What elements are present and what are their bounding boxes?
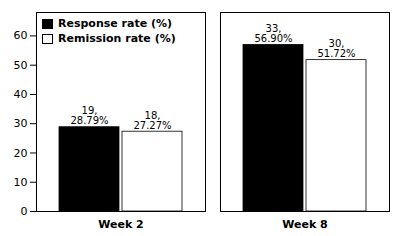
svg-text:30: 30 — [14, 117, 28, 130]
svg-text:30,51.72%: 30,51.72% — [317, 38, 355, 59]
svg-text:19,28.79%: 19,28.79% — [70, 105, 108, 126]
svg-text:40: 40 — [14, 88, 28, 101]
svg-text:0: 0 — [21, 205, 28, 218]
svg-text:60: 60 — [14, 29, 28, 42]
html-text:Remission rate (%): Remission rate (%) — [58, 32, 176, 45]
svg-text:20: 20 — [14, 146, 28, 159]
html-text:Response rate (%): Response rate (%) — [58, 17, 173, 30]
svg-text:33,56.90%: 33,56.90% — [254, 23, 292, 44]
svg-text:Week 2: Week 2 — [98, 218, 143, 231]
svg-text:10: 10 — [14, 176, 28, 189]
svg-text:50: 50 — [14, 59, 28, 72]
svg-text:Week 8: Week 8 — [282, 218, 327, 231]
svg-text:18,27.27%: 18,27.27% — [133, 110, 171, 131]
